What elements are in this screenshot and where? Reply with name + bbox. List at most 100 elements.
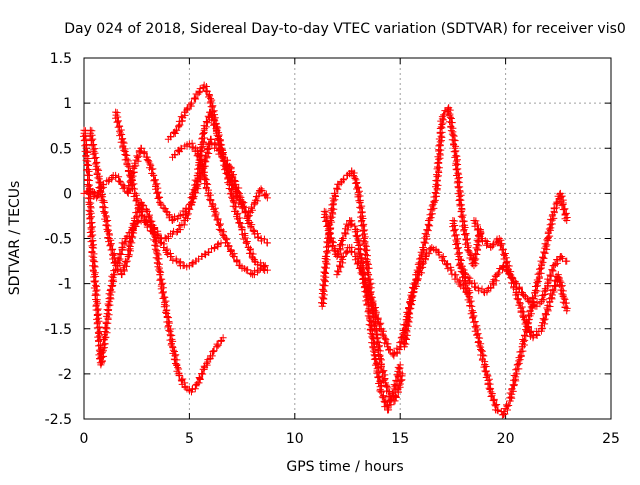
data-point-marker	[238, 226, 246, 234]
data-point-marker	[546, 271, 554, 279]
data-point-marker	[122, 151, 130, 159]
x-tick-label: 15	[391, 431, 409, 447]
data-point-marker	[195, 374, 203, 382]
data-point-marker	[133, 196, 141, 204]
data-point-marker	[208, 96, 216, 104]
data-point-marker	[563, 216, 571, 224]
data-point-marker	[558, 282, 566, 290]
data-point-marker	[171, 213, 179, 221]
data-point-marker	[548, 266, 556, 274]
data-point-marker	[91, 263, 99, 271]
data-point-marker	[167, 252, 175, 260]
data-point-marker	[227, 246, 235, 254]
data-point-marker	[506, 389, 514, 397]
data-point-marker	[184, 215, 192, 223]
data-point-marker	[419, 243, 427, 251]
data-point-marker	[110, 258, 118, 266]
data-point-marker	[509, 275, 517, 283]
data-point-marker	[144, 212, 152, 220]
data-point-marker	[355, 250, 363, 258]
data-point-marker	[202, 87, 210, 95]
y-tick-label: -2	[58, 367, 72, 383]
data-point-marker	[508, 274, 516, 282]
data-point-marker	[89, 187, 97, 195]
data-point-marker	[378, 393, 386, 401]
data-point-marker	[144, 157, 152, 165]
data-point-marker	[483, 241, 491, 249]
data-point-marker	[354, 259, 362, 267]
data-point-marker	[445, 109, 453, 117]
data-point-marker	[119, 243, 127, 251]
series-sat-m	[470, 216, 571, 342]
data-point-marker	[212, 211, 220, 219]
data-point-marker	[175, 259, 183, 267]
data-point-marker	[106, 287, 114, 295]
data-point-marker	[473, 236, 481, 244]
data-point-marker	[377, 388, 385, 396]
data-point-marker	[476, 231, 484, 239]
data-point-marker	[420, 247, 428, 255]
data-point-marker	[263, 194, 271, 202]
data-point-marker	[444, 265, 452, 273]
data-point-marker	[247, 222, 255, 230]
data-point-marker	[257, 237, 265, 245]
data-point-marker	[368, 322, 376, 330]
y-tick-label: 1	[63, 96, 72, 112]
data-point-marker	[524, 323, 532, 331]
data-point-marker	[129, 220, 137, 228]
data-point-marker	[327, 235, 335, 242]
data-point-marker	[356, 203, 364, 211]
data-point-marker	[487, 392, 495, 400]
data-point-marker	[425, 250, 433, 258]
data-point-marker	[477, 230, 485, 238]
data-point-marker	[171, 151, 179, 159]
data-point-marker	[400, 339, 408, 347]
data-point-marker	[91, 154, 99, 162]
data-point-marker	[253, 261, 261, 269]
data-point-marker	[100, 197, 108, 205]
data-point-marker	[475, 342, 483, 350]
data-point-marker	[502, 258, 510, 266]
data-point-marker	[94, 299, 102, 307]
data-point-marker	[384, 383, 392, 391]
data-point-marker	[191, 94, 199, 102]
data-point-marker	[167, 340, 175, 348]
data-point-marker	[188, 198, 196, 206]
data-point-marker	[372, 310, 380, 318]
y-axis-title: SDTVAR / TECUs	[7, 181, 23, 296]
data-point-marker	[482, 373, 490, 381]
data-point-marker	[203, 359, 211, 367]
data-point-marker	[403, 322, 411, 330]
data-point-marker	[448, 270, 456, 278]
data-point-marker	[540, 316, 548, 324]
data-point-marker	[107, 246, 115, 254]
data-point-marker	[493, 406, 501, 414]
data-point-marker	[321, 277, 329, 285]
data-point-marker	[480, 352, 488, 360]
data-point-marker	[489, 280, 497, 288]
data-point-marker	[130, 180, 138, 188]
data-point-marker	[483, 288, 491, 296]
data-point-marker	[207, 136, 215, 144]
data-point-marker	[175, 122, 183, 130]
data-point-marker	[524, 311, 532, 319]
data-point-marker	[327, 234, 335, 242]
data-point-marker	[489, 396, 497, 404]
data-point-marker	[476, 334, 484, 342]
data-point-marker	[146, 227, 154, 235]
data-point-marker	[90, 257, 98, 265]
data-point-marker	[373, 315, 381, 323]
data-point-marker	[374, 373, 382, 381]
data-point-marker	[175, 212, 183, 220]
data-point-marker	[558, 192, 566, 200]
data-point-marker	[467, 297, 475, 305]
data-point-marker	[249, 227, 257, 235]
data-point-marker	[452, 271, 460, 279]
data-point-marker	[541, 240, 549, 248]
series-sat-a	[79, 126, 225, 369]
data-point-marker	[512, 366, 520, 374]
data-point-marker	[92, 306, 100, 314]
data-point-marker	[153, 250, 161, 258]
data-point-marker	[81, 131, 89, 139]
data-points	[79, 81, 571, 419]
